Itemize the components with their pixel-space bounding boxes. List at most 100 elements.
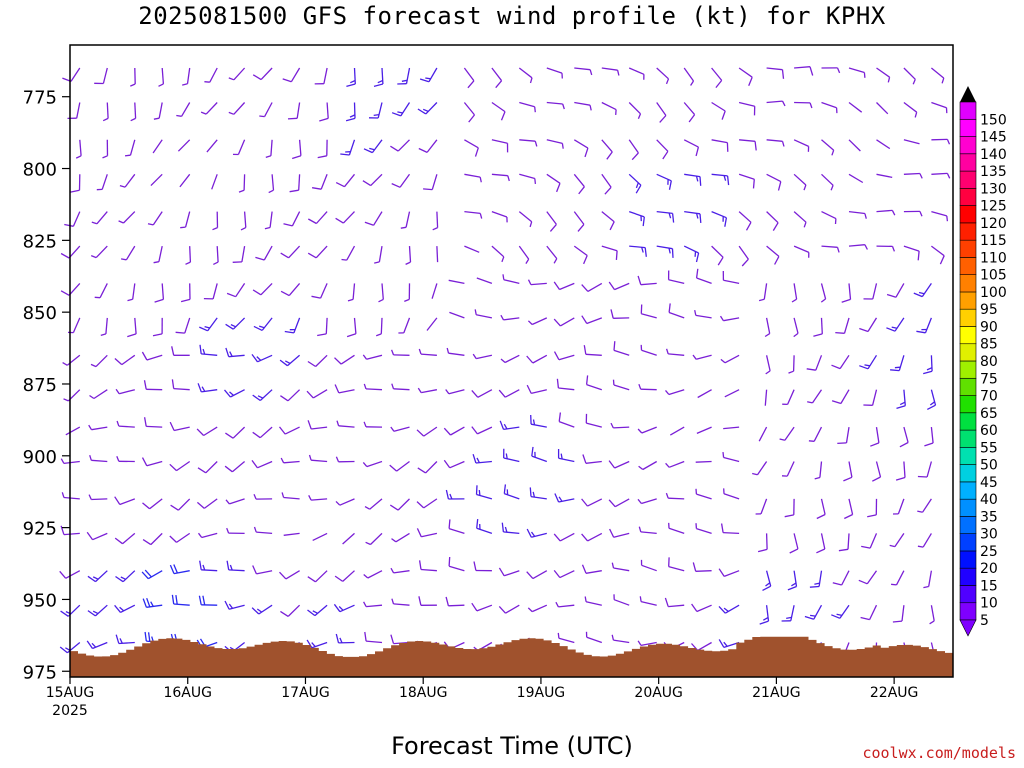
wind-barb-staff	[558, 637, 575, 644]
wind-barb-flag	[886, 293, 897, 298]
wind-barb-flag	[583, 255, 588, 265]
wind-barb-flag	[525, 258, 530, 264]
wind-barb-flag	[610, 422, 614, 429]
wind-barb-staff	[930, 605, 935, 622]
wind-barb-staff	[93, 389, 108, 400]
wind-barb-flag	[917, 545, 924, 548]
wind-barb-flag	[91, 642, 97, 648]
wind-barb-staff	[269, 211, 273, 228]
wind-barb-flag	[448, 519, 451, 529]
wind-barb-flag	[363, 148, 373, 154]
wind-barb-staff	[152, 211, 163, 226]
wind-barb-flag	[665, 492, 669, 499]
wind-barb-flag	[212, 227, 218, 231]
wind-barb-staff	[181, 102, 191, 117]
wind-barb-staff	[573, 173, 585, 188]
wind-barb-staff	[601, 101, 617, 111]
wind-barb-staff	[95, 354, 108, 368]
wind-barb-staff	[63, 460, 80, 465]
wind-barb-staff	[503, 457, 520, 463]
wind-barb-flag	[557, 632, 560, 639]
wind-barb-staff	[403, 317, 411, 334]
wind-barb-staff	[656, 67, 669, 80]
wind-barb-flag	[584, 596, 587, 602]
wind-barb-flag	[695, 146, 700, 157]
wind-barb-flag	[70, 189, 80, 193]
wind-barb-staff	[393, 426, 410, 432]
wind-barb-staff	[867, 354, 878, 370]
colorbar-label: 80	[980, 354, 998, 370]
wind-barb-flag	[611, 634, 615, 641]
wind-barb-staff	[574, 101, 591, 106]
wind-barb-staff	[696, 604, 712, 613]
wind-barb-staff	[503, 279, 520, 285]
wind-barb-flag	[252, 565, 257, 575]
wind-barb-flag	[611, 562, 615, 569]
wind-barb-staff	[311, 641, 328, 649]
wind-barb-flag	[638, 526, 642, 533]
colorbar-swatch	[959, 101, 977, 120]
wind-barb-flag	[91, 221, 98, 225]
wind-barb-staff	[377, 102, 383, 119]
wind-barb-flag	[253, 493, 257, 500]
wind-barb-staff	[573, 245, 588, 257]
wind-barb-staff	[613, 532, 630, 538]
wind-barb-staff	[173, 570, 190, 575]
wind-barb-staff	[784, 426, 795, 441]
wind-barb-staff	[371, 139, 383, 153]
wind-barb-staff	[260, 67, 273, 81]
wind-barb-flag	[662, 150, 669, 160]
wind-barb-flag	[534, 141, 538, 147]
wind-barb-staff	[820, 498, 826, 515]
wind-barb-staff	[765, 570, 772, 587]
wind-barb-staff	[101, 174, 108, 190]
wind-barb-flag	[169, 421, 175, 431]
wind-barb-staff	[875, 427, 880, 443]
wind-barb-flag	[88, 494, 92, 500]
wind-barb-staff	[353, 67, 356, 85]
wind-barb-flag	[284, 330, 294, 334]
wind-barb-staff	[257, 354, 273, 363]
wind-barb-staff	[930, 427, 934, 444]
wind-barb-flag	[100, 333, 107, 337]
wind-barb-flag	[363, 383, 367, 390]
wind-barb-staff	[373, 211, 383, 226]
colorbar-bottom-arrow	[959, 619, 977, 637]
wind-barb-staff	[903, 245, 920, 252]
wind-barb-flag	[831, 400, 842, 405]
wind-barb-flag	[390, 634, 395, 644]
wind-barb-staff	[848, 139, 861, 152]
wind-barb-staff	[216, 246, 219, 263]
wind-barb-flag	[923, 370, 933, 375]
wind-barb-staff	[766, 211, 779, 224]
wind-barb-staff	[423, 498, 438, 509]
wind-barb-flag	[505, 453, 508, 459]
colorbar-label: 25	[980, 544, 998, 560]
wind-barb-staff	[765, 533, 768, 550]
wind-barb-flag	[638, 465, 644, 471]
wind-barb-flag	[445, 596, 450, 606]
wind-barb-staff	[848, 101, 863, 113]
wind-barb-flag	[501, 256, 505, 263]
wind-barb-flag	[264, 226, 271, 230]
wind-barb-flag	[150, 601, 154, 607]
wind-barb-flag	[391, 183, 401, 188]
wind-barb-staff	[464, 139, 479, 149]
wind-barb-staff	[839, 604, 850, 619]
wind-barb-staff	[756, 461, 768, 476]
credit-link[interactable]: coolwx.com/models	[862, 744, 1016, 762]
wind-barb-flag	[556, 378, 560, 389]
wind-barb-flag	[418, 596, 422, 606]
wind-barb-flag	[717, 256, 724, 266]
wind-barb-flag	[919, 211, 923, 217]
wind-barb-staff	[613, 349, 630, 356]
wind-barb-flag	[917, 475, 928, 478]
wind-barb-flag	[534, 178, 537, 184]
wind-barb-flag	[373, 113, 380, 117]
wind-barb-flag	[721, 110, 726, 120]
wind-barb-staff	[723, 456, 740, 463]
wind-barb-staff	[232, 317, 246, 330]
wind-barb-flag	[923, 585, 929, 589]
wind-barb-flag	[476, 457, 480, 463]
wind-barb-flag	[859, 327, 869, 333]
